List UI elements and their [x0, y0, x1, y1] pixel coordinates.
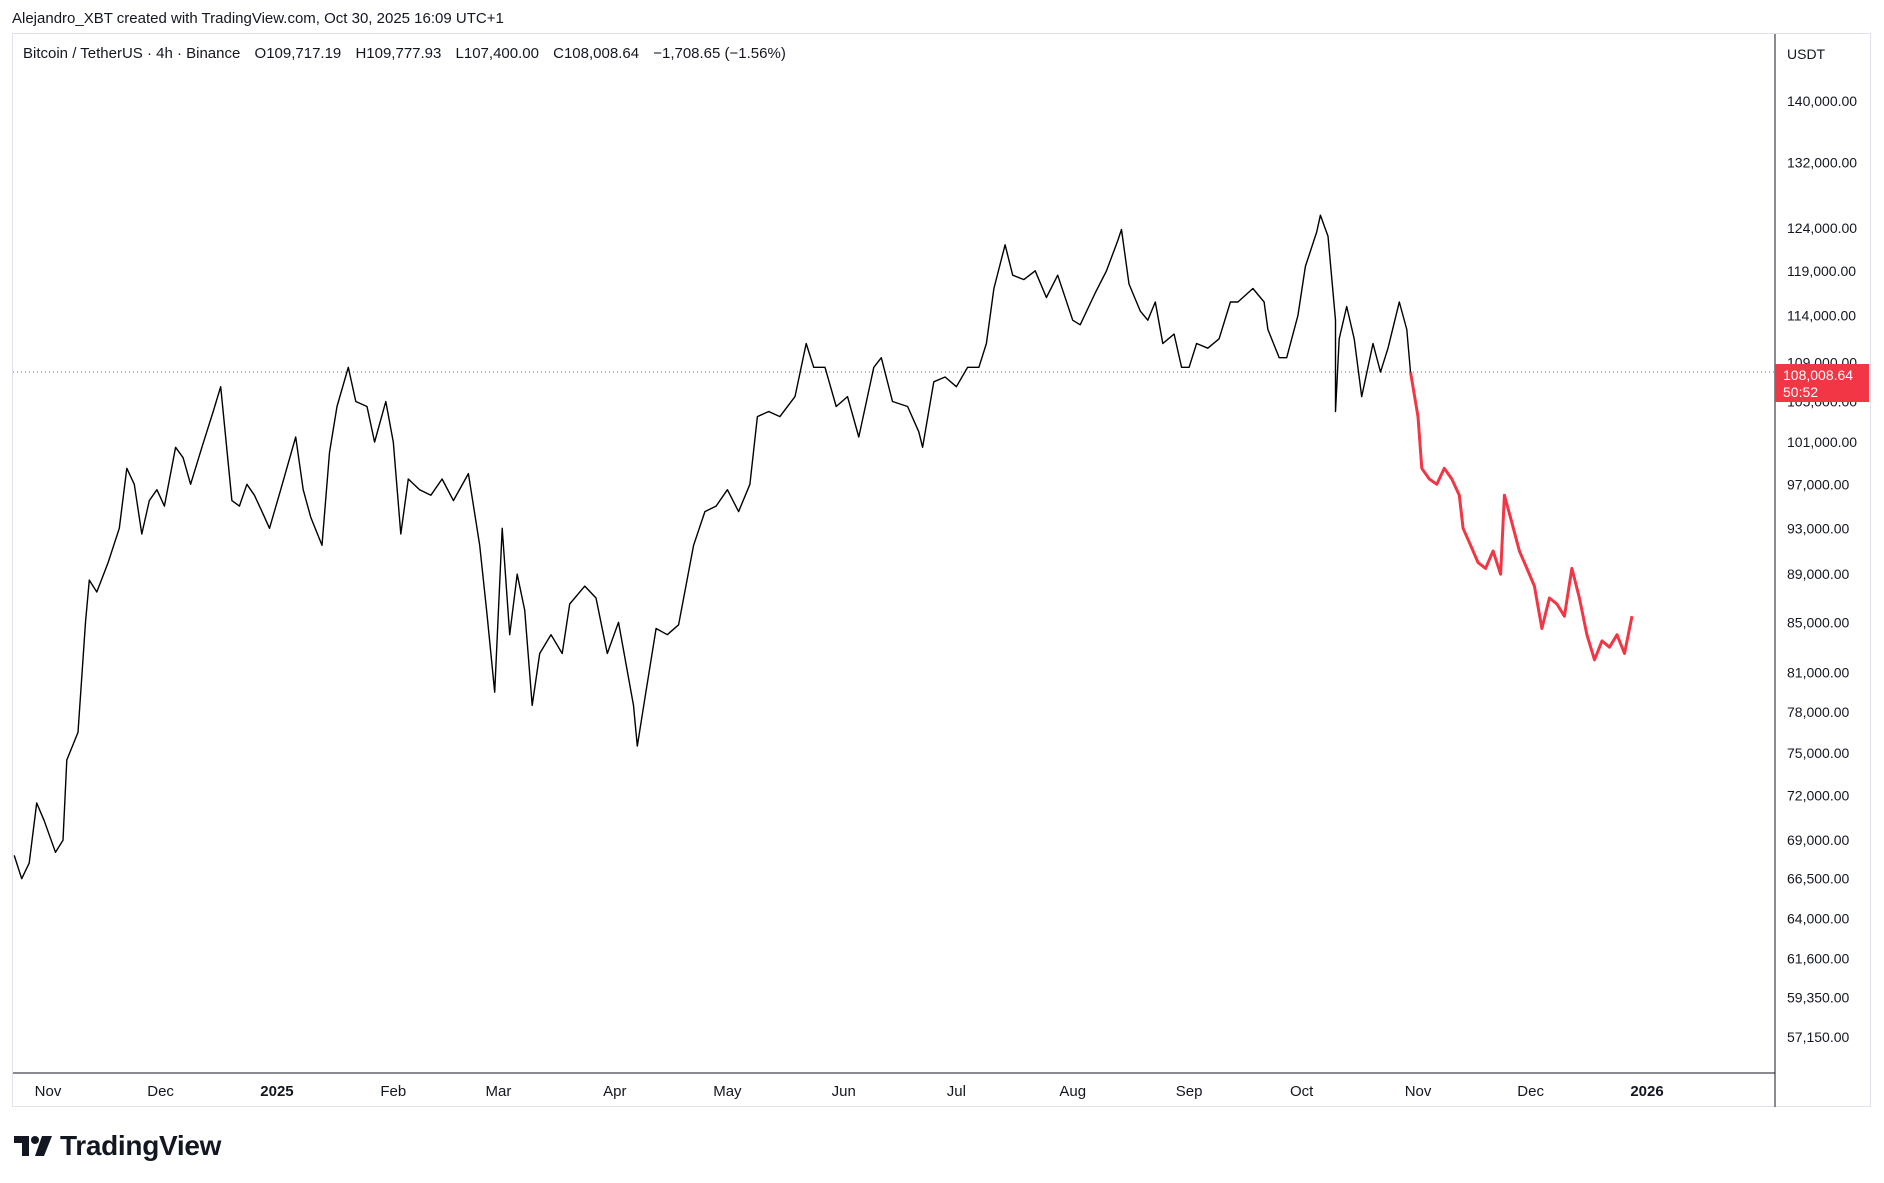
x-tick-label: Jun — [832, 1083, 856, 1100]
change-value: −1,708.65 (−1.56%) — [653, 45, 786, 62]
last-price-tag: 108,008.64 50:52 — [1775, 364, 1869, 402]
low-value: 107,400.00 — [463, 45, 539, 62]
y-tick-label: 140,000.00 — [1787, 93, 1857, 109]
y-tick-label: 124,000.00 — [1787, 220, 1857, 236]
x-tick-label: Jul — [947, 1083, 966, 1100]
x-tick-label: 2026 — [1630, 1083, 1663, 1100]
x-tick-label: Feb — [380, 1083, 406, 1100]
price-history-series — [13, 214, 1412, 880]
y-tick-label: 114,000.00 — [1787, 308, 1856, 324]
y-tick-label: 64,000.00 — [1787, 911, 1849, 927]
y-tick-label: 132,000.00 — [1787, 154, 1857, 170]
y-tick-label: 93,000.00 — [1787, 520, 1849, 536]
low-label: L — [455, 45, 464, 62]
high-label: H — [355, 45, 367, 62]
candle-countdown: 50:52 — [1783, 384, 1819, 400]
y-tick-label: 75,000.00 — [1787, 745, 1849, 761]
y-tick-label: 66,500.00 — [1787, 871, 1849, 887]
open-label: O — [254, 45, 267, 62]
y-tick-label: 72,000.00 — [1787, 788, 1849, 804]
close-value: 108,008.64 — [563, 45, 640, 62]
x-tick-label: Sep — [1176, 1083, 1203, 1100]
close-label: C — [553, 45, 564, 62]
y-tick-label: 57,150.00 — [1787, 1029, 1849, 1045]
x-tick-label: Nov — [35, 1083, 62, 1100]
y-tick-label: 78,000.00 — [1787, 704, 1849, 720]
symbol-name[interactable]: Bitcoin / TetherUS · 4h · Binance — [23, 45, 241, 62]
high-value: 109,777.93 — [366, 45, 442, 62]
chart-attribution: Alejandro_XBT created with TradingView.c… — [12, 10, 504, 27]
y-tick-label: 97,000.00 — [1787, 476, 1849, 492]
symbol-legend: Bitcoin / TetherUS · 4h · Binance O109,7… — [23, 45, 786, 62]
x-tick-label: May — [713, 1083, 742, 1100]
x-tick-label: Nov — [1405, 1083, 1432, 1100]
y-tick-label: 69,000.00 — [1787, 832, 1849, 848]
tradingview-logo: TradingView — [14, 1130, 221, 1162]
x-tick-label: Dec — [1517, 1083, 1544, 1100]
chart-frame — [12, 33, 1871, 1107]
y-tick-label: 101,000.00 — [1787, 434, 1857, 450]
y-tick-label: 85,000.00 — [1787, 614, 1849, 630]
tradingview-logo-text: TradingView — [60, 1130, 222, 1161]
tradingview-logo-icon — [14, 1136, 52, 1156]
x-tick-label: Oct — [1290, 1083, 1314, 1100]
projected-price-series — [1409, 371, 1634, 662]
y-tick-label: 81,000.00 — [1787, 665, 1849, 681]
x-tick-label: 2025 — [260, 1083, 293, 1100]
y-tick-label: 61,600.00 — [1787, 951, 1849, 967]
x-tick-label: Aug — [1059, 1083, 1086, 1100]
open-value: 109,717.19 — [266, 45, 342, 62]
x-tick-label: Dec — [147, 1083, 174, 1100]
last-price-value: 108,008.64 — [1783, 367, 1854, 383]
y-tick-label: 89,000.00 — [1787, 566, 1849, 582]
currency-selector[interactable]: USDT — [1787, 46, 1826, 62]
x-tick-label: Mar — [486, 1083, 512, 1100]
y-tick-label: 119,000.00 — [1787, 263, 1856, 279]
x-tick-label: Apr — [603, 1083, 626, 1100]
y-tick-label: 59,350.00 — [1787, 990, 1849, 1006]
